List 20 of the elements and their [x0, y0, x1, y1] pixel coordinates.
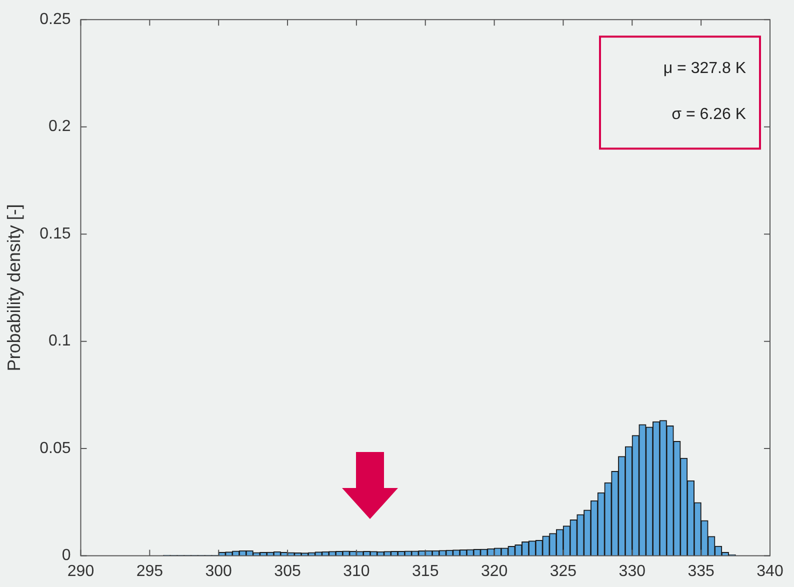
x-tick-label: 340: [756, 562, 784, 580]
x-tick-label: 305: [274, 562, 301, 580]
y-tick-label: 0.05: [40, 440, 71, 457]
x-tick-label: 315: [412, 562, 439, 580]
annotation: σ = 6.26 K: [672, 106, 746, 124]
x-tick-label: 330: [618, 562, 646, 580]
y-tick-label: 0.2: [48, 118, 71, 136]
annotation: μ = 327.8 K: [663, 60, 746, 78]
y-tick-label: 0: [62, 547, 71, 564]
y-axis-title: Probability density [-]: [4, 204, 24, 372]
x-tick-label: 320: [480, 562, 508, 580]
x-tick-label: 310: [343, 562, 370, 580]
x-tick-label: 295: [136, 562, 164, 580]
x-tick-label: 300: [205, 562, 232, 580]
x-tick-label: 325: [550, 562, 577, 580]
x-tick-label: 290: [67, 562, 94, 580]
y-tick-label: 0.15: [40, 225, 71, 242]
x-tick-label: 335: [688, 562, 715, 580]
y-tick-label: 0.25: [40, 11, 71, 28]
y-tick-label: 0.1: [48, 332, 71, 350]
